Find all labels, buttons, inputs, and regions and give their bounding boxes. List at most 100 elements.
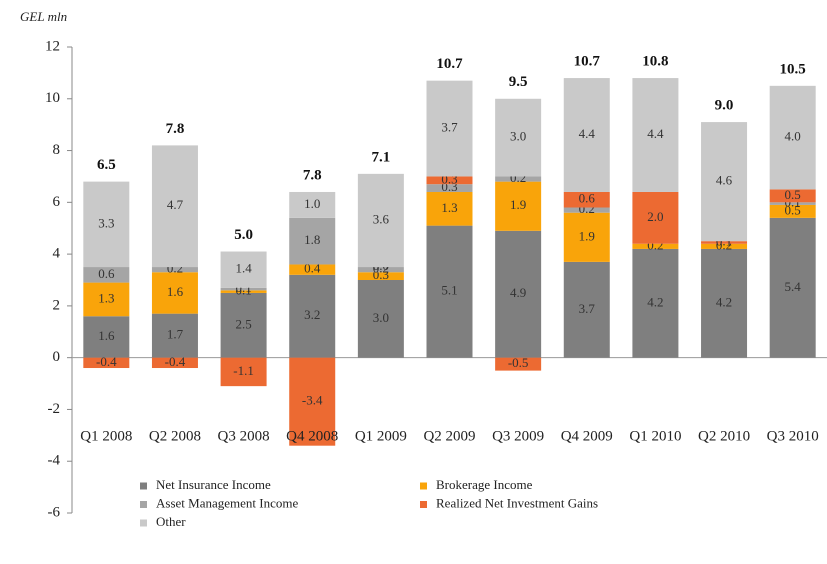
data-label: 3.7 xyxy=(441,120,458,135)
x-tick-label: Q4 2008 xyxy=(286,428,338,444)
data-label: 0.5 xyxy=(785,187,801,202)
total-label: 9.5 xyxy=(509,74,528,90)
data-label: -0.4 xyxy=(96,354,117,369)
data-label: -3.4 xyxy=(302,393,323,408)
legend-label: Realized Net Investment Gains xyxy=(436,495,598,510)
bar-segment xyxy=(220,292,267,358)
bar-segment xyxy=(151,272,198,314)
bar-segment xyxy=(426,80,473,177)
data-label: 3.3 xyxy=(98,215,114,230)
data-label: -0.4 xyxy=(165,354,186,369)
data-label: 1.4 xyxy=(235,261,252,276)
bar-segment xyxy=(357,280,404,358)
data-label: 1.0 xyxy=(304,196,320,211)
y-tick-label: 4 xyxy=(53,246,61,262)
bar-segment xyxy=(563,207,610,213)
x-tick-label: Q2 2008 xyxy=(149,428,201,444)
legend-label: Asset Management Income xyxy=(156,495,298,510)
data-label: 4.4 xyxy=(579,126,596,141)
data-label: 4.4 xyxy=(647,126,664,141)
y-tick-label: -4 xyxy=(48,453,61,469)
bar-segment xyxy=(769,85,816,190)
total-label: 7.8 xyxy=(166,121,185,137)
legend-swatch xyxy=(140,482,147,490)
bar-segment xyxy=(495,98,542,177)
data-label: 3.2 xyxy=(304,307,320,322)
x-tick-label: Q1 2008 xyxy=(80,428,132,444)
bar-segment xyxy=(83,357,130,369)
data-label: 0.6 xyxy=(579,191,596,206)
y-tick-label: 6 xyxy=(53,194,61,210)
data-label: 1.3 xyxy=(441,200,457,215)
bar-segment xyxy=(426,225,473,358)
bar-segment xyxy=(426,184,473,192)
data-label: 3.0 xyxy=(373,310,389,325)
bar-segment xyxy=(563,261,610,358)
data-label: 1.7 xyxy=(167,327,184,342)
y-tick-label: 12 xyxy=(45,38,60,54)
x-tick-label: Q3 2010 xyxy=(767,428,819,444)
data-label: 1.3 xyxy=(98,290,114,305)
data-label: 3.0 xyxy=(510,129,526,144)
data-label: 4.2 xyxy=(647,294,663,309)
data-label: 5.1 xyxy=(441,283,457,298)
x-tick-label: Q2 2009 xyxy=(423,428,475,444)
total-label: 10.8 xyxy=(642,54,668,70)
data-label: 2.5 xyxy=(235,316,251,331)
data-label: 5.4 xyxy=(785,279,802,294)
bar-segment xyxy=(701,241,748,244)
data-label: 1.6 xyxy=(98,328,115,343)
total-label: 7.1 xyxy=(371,149,390,165)
data-label: 1.9 xyxy=(579,228,595,243)
y-axis-label: GEL mln xyxy=(20,9,67,24)
data-label: 1.8 xyxy=(304,232,320,247)
y-tick-label: -2 xyxy=(48,401,61,417)
bar-segment xyxy=(563,212,610,262)
x-tick-label: Q3 2009 xyxy=(492,428,544,444)
data-label: 1.6 xyxy=(167,284,184,299)
total-label: 5.0 xyxy=(234,227,253,243)
bar-segment xyxy=(769,204,816,218)
bar-segment xyxy=(495,176,542,182)
data-label: 0.6 xyxy=(98,266,115,281)
bar-segment xyxy=(632,243,679,249)
bar-segment xyxy=(83,316,130,358)
total-label: 6.5 xyxy=(97,157,116,173)
bar-segment xyxy=(769,217,816,358)
bar-segment xyxy=(563,191,610,208)
x-tick-label: Q2 2010 xyxy=(698,428,750,444)
bar-segment xyxy=(357,267,404,273)
bar-segment xyxy=(289,191,336,218)
data-label: 4.7 xyxy=(167,197,184,212)
bar-segment xyxy=(151,357,198,369)
legend-swatch xyxy=(420,501,427,508)
y-tick-label: -6 xyxy=(48,504,61,520)
data-label: 4.0 xyxy=(785,129,801,144)
legend-swatch xyxy=(420,482,427,490)
total-label: 10.5 xyxy=(780,61,806,77)
data-label: -0.5 xyxy=(508,355,529,370)
bar-segment xyxy=(151,145,198,268)
y-tick-label: 8 xyxy=(53,142,61,158)
data-label: 2.0 xyxy=(647,209,663,224)
bar-segment xyxy=(289,264,336,275)
bar-segment xyxy=(701,122,748,242)
bar-segment xyxy=(83,181,130,268)
data-label: 4.9 xyxy=(510,285,526,300)
x-tick-label: Q3 2008 xyxy=(218,428,270,444)
bar-segment xyxy=(220,290,267,293)
bar-segment xyxy=(83,282,130,317)
x-tick-label: Q1 2010 xyxy=(629,428,681,444)
bar-segment xyxy=(563,78,610,192)
bar-segment xyxy=(701,248,748,358)
bar-segment xyxy=(632,191,679,244)
data-label: 4.2 xyxy=(716,294,732,309)
data-label: 4.6 xyxy=(716,173,733,188)
bar-segment xyxy=(426,191,473,226)
bar-segment xyxy=(220,251,267,288)
legend-label: Brokerage Income xyxy=(436,477,533,492)
legend-label: Other xyxy=(156,514,186,529)
data-label: 0.5 xyxy=(785,202,801,217)
bar-segment xyxy=(495,357,542,371)
